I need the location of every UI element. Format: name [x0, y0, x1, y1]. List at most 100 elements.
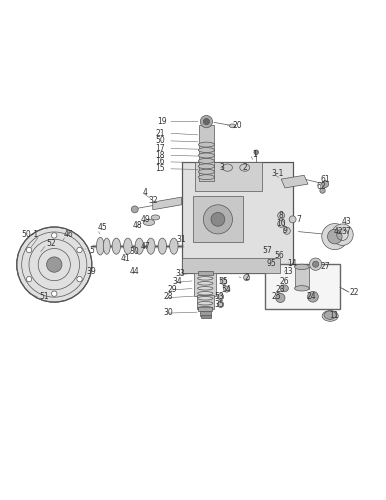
Bar: [194, 271, 217, 296]
Text: 45: 45: [98, 224, 108, 232]
Text: 2: 2: [244, 273, 249, 282]
Circle shape: [244, 274, 250, 280]
Text: 22: 22: [350, 288, 359, 298]
Text: 4: 4: [143, 188, 147, 197]
Ellipse shape: [198, 302, 213, 305]
Bar: [198, 308, 212, 312]
Text: 19: 19: [157, 117, 167, 126]
Polygon shape: [281, 176, 308, 188]
Text: 3-1: 3-1: [271, 169, 283, 178]
Circle shape: [223, 286, 230, 292]
Polygon shape: [181, 162, 293, 273]
Text: 57: 57: [263, 246, 273, 256]
Text: 52: 52: [46, 238, 56, 248]
Ellipse shape: [295, 286, 309, 291]
Ellipse shape: [198, 174, 215, 180]
Ellipse shape: [96, 238, 104, 255]
Text: 20: 20: [232, 121, 242, 130]
Circle shape: [313, 261, 319, 267]
Text: 50-1: 50-1: [22, 230, 39, 239]
Text: 31: 31: [177, 235, 186, 244]
Ellipse shape: [198, 164, 215, 169]
Text: 9: 9: [283, 226, 288, 235]
Ellipse shape: [198, 142, 215, 147]
Circle shape: [52, 233, 57, 238]
Text: 26: 26: [279, 277, 289, 286]
Text: 34: 34: [172, 277, 182, 286]
Ellipse shape: [198, 158, 215, 164]
Text: 2: 2: [242, 163, 247, 172]
Circle shape: [47, 257, 62, 272]
Text: 7: 7: [296, 215, 301, 224]
Text: 8: 8: [279, 211, 283, 220]
Text: 28: 28: [163, 292, 173, 302]
Ellipse shape: [229, 124, 235, 128]
Circle shape: [320, 188, 325, 194]
Ellipse shape: [124, 238, 132, 254]
Circle shape: [332, 224, 353, 246]
Text: 53: 53: [214, 292, 224, 302]
Circle shape: [218, 302, 223, 308]
Circle shape: [327, 230, 342, 244]
Ellipse shape: [143, 220, 155, 226]
Text: 61: 61: [320, 174, 330, 184]
Circle shape: [218, 294, 223, 300]
Circle shape: [131, 206, 138, 213]
Text: 3: 3: [219, 163, 224, 172]
Circle shape: [308, 292, 318, 302]
Circle shape: [26, 276, 32, 282]
Text: 44: 44: [130, 266, 140, 276]
Circle shape: [278, 212, 284, 219]
Circle shape: [203, 205, 232, 234]
Circle shape: [203, 118, 210, 124]
Bar: [265, 264, 340, 310]
Text: 25: 25: [272, 292, 281, 302]
Bar: [195, 162, 262, 190]
Circle shape: [278, 220, 284, 228]
Ellipse shape: [198, 170, 215, 174]
Bar: [199, 126, 214, 181]
Polygon shape: [200, 310, 212, 316]
Text: 95: 95: [267, 259, 276, 268]
Polygon shape: [153, 197, 181, 210]
Ellipse shape: [280, 285, 288, 292]
Text: 15: 15: [156, 164, 165, 173]
Circle shape: [26, 248, 32, 252]
Ellipse shape: [198, 276, 213, 280]
Ellipse shape: [103, 238, 110, 254]
Ellipse shape: [324, 311, 336, 320]
Circle shape: [283, 228, 290, 234]
Circle shape: [220, 278, 227, 284]
Ellipse shape: [295, 264, 309, 270]
Text: 13: 13: [283, 266, 293, 276]
Text: 30: 30: [163, 308, 173, 316]
Text: 14: 14: [287, 259, 297, 268]
Bar: [197, 295, 214, 310]
Text: 43: 43: [341, 217, 351, 226]
Circle shape: [17, 227, 92, 302]
Ellipse shape: [135, 238, 144, 254]
Bar: [182, 258, 280, 273]
Bar: [193, 196, 243, 242]
Text: 27: 27: [320, 262, 330, 270]
Text: 17: 17: [156, 144, 165, 153]
Text: 39: 39: [86, 266, 96, 276]
Circle shape: [322, 224, 348, 250]
Text: 54: 54: [222, 284, 232, 294]
Text: 62: 62: [317, 182, 326, 192]
Text: 56: 56: [274, 251, 284, 260]
Text: 10: 10: [276, 220, 286, 228]
Ellipse shape: [240, 164, 250, 171]
Ellipse shape: [198, 282, 213, 285]
Text: 55: 55: [218, 277, 228, 286]
Circle shape: [211, 212, 225, 226]
Circle shape: [310, 258, 322, 270]
Ellipse shape: [198, 148, 215, 152]
Text: 30: 30: [130, 248, 140, 256]
Circle shape: [276, 294, 285, 302]
Text: 29: 29: [167, 284, 177, 294]
Text: 21: 21: [156, 128, 165, 138]
Ellipse shape: [198, 292, 213, 295]
Ellipse shape: [112, 238, 120, 254]
Circle shape: [322, 180, 328, 188]
